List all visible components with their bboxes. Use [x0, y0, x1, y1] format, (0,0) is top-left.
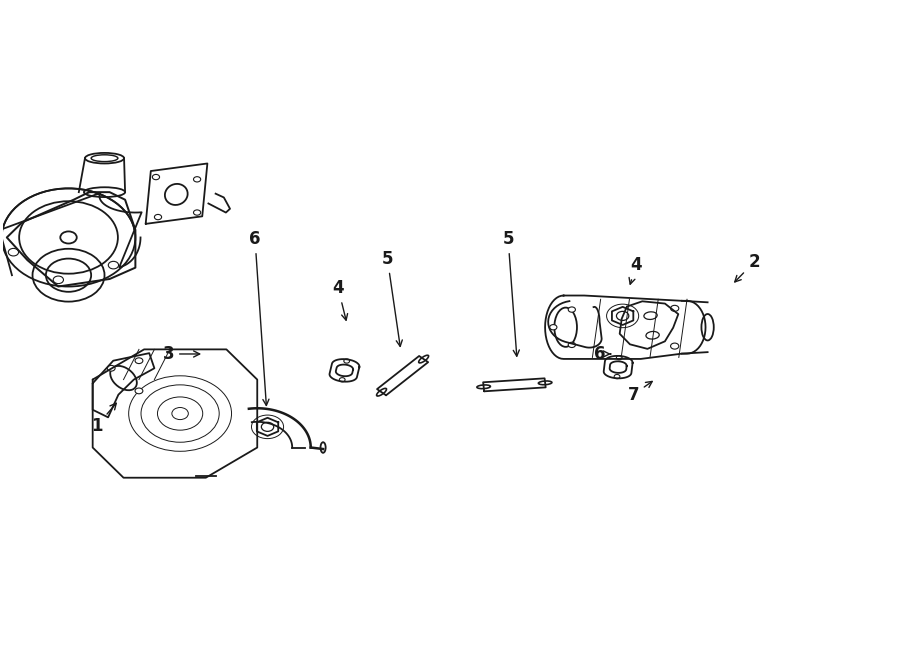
- Circle shape: [670, 343, 679, 349]
- Text: 3: 3: [162, 345, 200, 363]
- Text: 7: 7: [627, 381, 652, 404]
- Text: 6: 6: [249, 230, 269, 405]
- Circle shape: [194, 210, 201, 215]
- Circle shape: [670, 305, 679, 311]
- Text: 6: 6: [594, 345, 611, 363]
- Circle shape: [135, 358, 143, 363]
- Circle shape: [155, 214, 162, 220]
- Circle shape: [135, 388, 143, 394]
- Circle shape: [194, 177, 201, 182]
- Circle shape: [107, 365, 115, 371]
- Circle shape: [339, 377, 345, 382]
- Circle shape: [616, 355, 622, 359]
- Circle shape: [8, 248, 19, 256]
- Circle shape: [152, 174, 159, 179]
- Text: 5: 5: [382, 250, 402, 346]
- Circle shape: [108, 261, 119, 269]
- Text: 4: 4: [629, 256, 642, 284]
- Text: 5: 5: [502, 230, 519, 356]
- Circle shape: [568, 307, 575, 312]
- Text: 1: 1: [91, 403, 116, 435]
- Text: 4: 4: [332, 279, 347, 320]
- Circle shape: [53, 276, 64, 283]
- Circle shape: [614, 375, 620, 379]
- Circle shape: [568, 342, 575, 348]
- Text: 2: 2: [734, 253, 760, 282]
- Circle shape: [550, 324, 557, 330]
- Circle shape: [344, 359, 349, 363]
